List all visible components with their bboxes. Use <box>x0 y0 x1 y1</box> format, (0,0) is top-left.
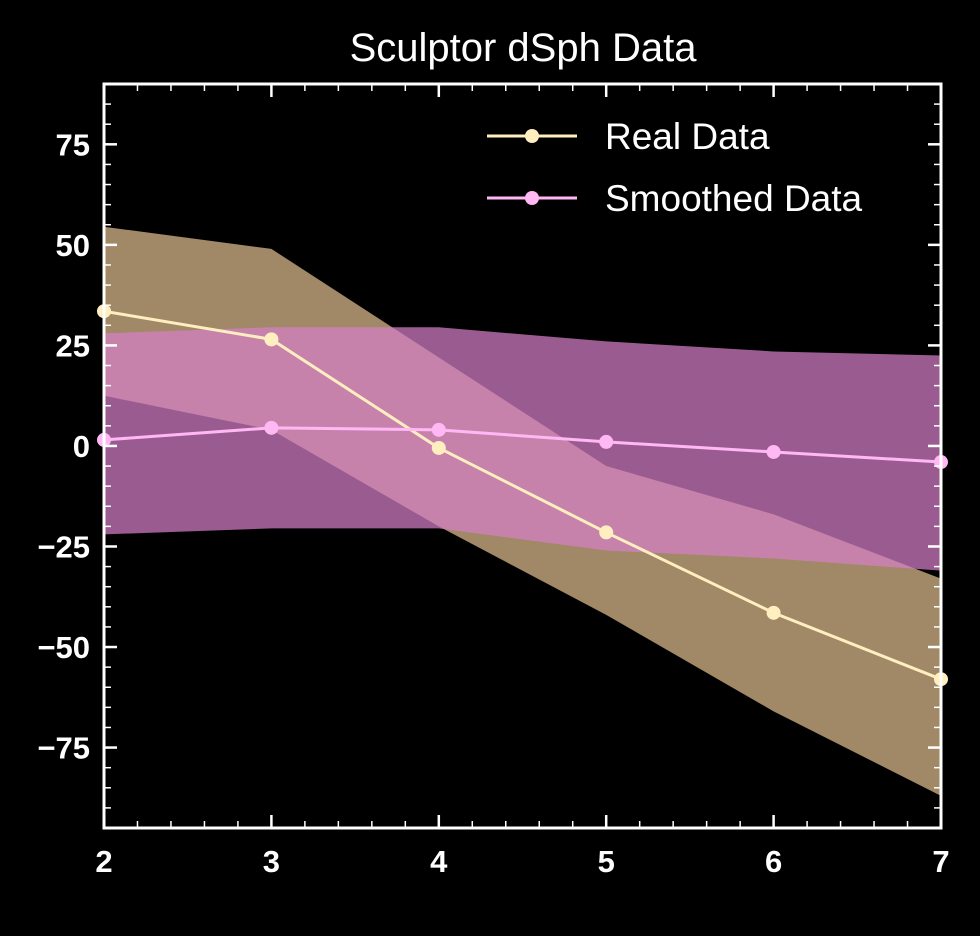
point-series-1-4 <box>766 444 781 459</box>
point-series-0-2 <box>431 440 446 455</box>
axis-ticks: 2 3 4 5 6 7 75 50 25 0 −25 −50 −75 <box>37 84 950 879</box>
chart-title: Sculptor dSph Data <box>350 26 698 70</box>
x-tick-label: 5 <box>598 844 615 879</box>
y-tick-label: −25 <box>37 529 90 564</box>
legend-swatch-marker <box>525 129 539 143</box>
confidence-bands <box>104 226 941 796</box>
point-series-0-4 <box>766 605 781 620</box>
legend: Real Data Smoothed Data <box>487 116 863 219</box>
x-tick-label: 2 <box>95 844 112 879</box>
data-lines <box>103 309 942 681</box>
line-series-0 <box>103 309 942 681</box>
legend-swatch-marker <box>525 191 539 205</box>
x-tick-label: 4 <box>430 844 448 879</box>
line-series-1 <box>103 426 942 464</box>
x-tick-label: 7 <box>932 844 949 879</box>
data-points <box>97 304 948 687</box>
legend-label: Real Data <box>605 116 770 157</box>
y-tick-label: 0 <box>73 429 90 464</box>
plot-frame <box>102 82 943 830</box>
band-series-1 <box>104 327 941 571</box>
point-series-0-1 <box>264 332 279 347</box>
point-series-1-1 <box>264 420 279 435</box>
point-series-0-3 <box>599 525 614 540</box>
x-tick-label: 3 <box>263 844 280 879</box>
x-tick-label: 6 <box>765 844 782 879</box>
y-tick-label: −75 <box>37 731 90 766</box>
y-tick-label: 25 <box>56 328 90 363</box>
y-tick-label: 50 <box>56 228 90 263</box>
point-series-1-2 <box>431 422 446 437</box>
legend-label: Smoothed Data <box>605 178 863 219</box>
y-tick-label: 75 <box>56 127 90 162</box>
y-tick-label: −50 <box>37 630 90 665</box>
point-series-1-3 <box>599 434 614 449</box>
